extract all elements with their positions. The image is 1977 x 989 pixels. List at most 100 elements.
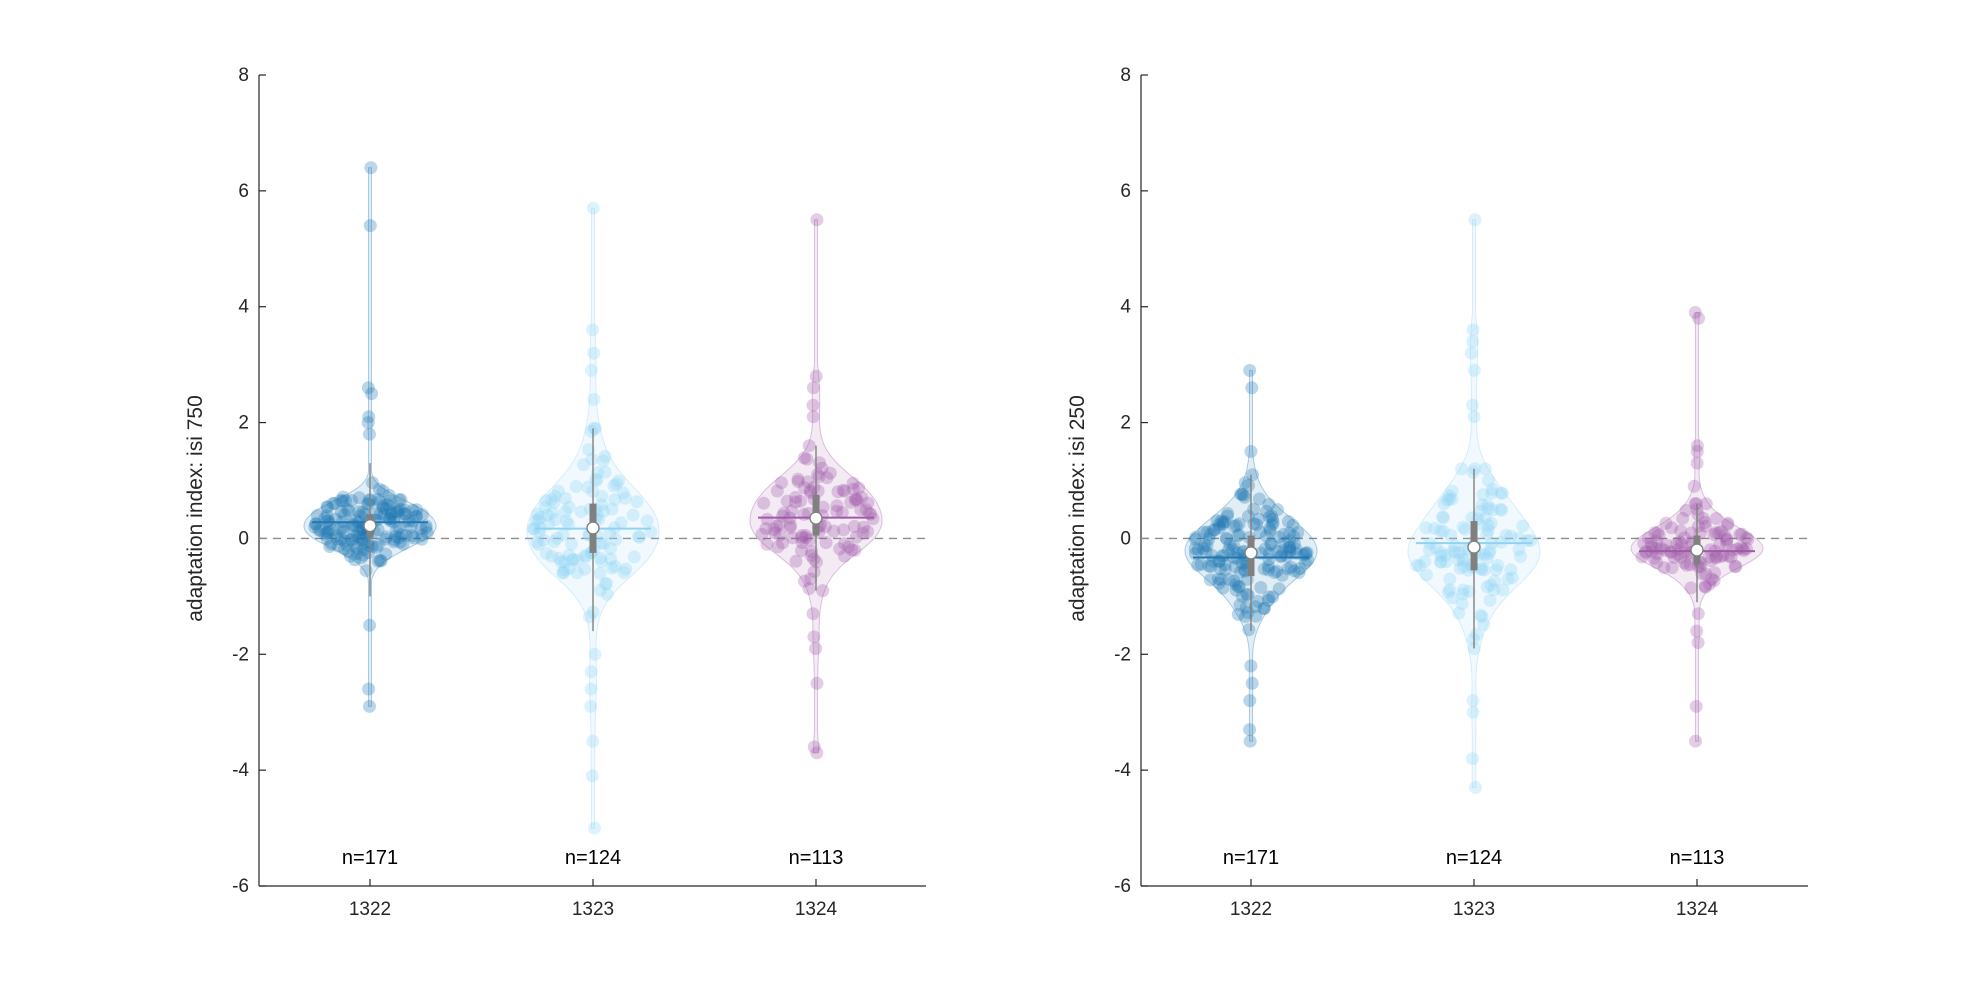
data-point: [1216, 515, 1230, 529]
data-point: [1650, 534, 1664, 548]
data-point: [392, 493, 406, 507]
data-point: [1191, 543, 1205, 557]
data-point: [1455, 597, 1469, 611]
y-tick-label: -6: [232, 876, 249, 897]
data-point: [537, 533, 551, 547]
data-point: [313, 524, 327, 538]
data-point: [1687, 479, 1701, 493]
data-point: [548, 489, 562, 503]
data-point: [1494, 502, 1507, 516]
data-point: [1204, 560, 1218, 573]
data-point: [1675, 537, 1689, 551]
data-point: [1275, 568, 1289, 582]
data-point: [1464, 346, 1478, 360]
data-point: [1504, 529, 1518, 543]
data-point: [806, 381, 820, 395]
data-point: [777, 506, 791, 520]
data-point: [1220, 509, 1234, 523]
data-point: [1202, 532, 1216, 546]
data-point: [1475, 498, 1489, 512]
data-point: [837, 549, 851, 563]
data-point: [1235, 487, 1249, 501]
data-point: [1274, 549, 1288, 563]
data-point: [1266, 512, 1279, 526]
data-point: [1670, 536, 1684, 550]
data-point: [1428, 522, 1441, 535]
data-point: [811, 467, 825, 481]
data-point: [1635, 550, 1649, 564]
data-point: [338, 534, 351, 548]
data-point: [640, 514, 654, 528]
data-point: [556, 566, 570, 580]
data-point: [1231, 546, 1245, 560]
data-point: [361, 539, 375, 553]
data-point: [848, 543, 862, 557]
data-point: [532, 537, 546, 551]
data-point: [1203, 528, 1217, 541]
data-point: [1690, 439, 1704, 453]
data-point: [1499, 528, 1513, 542]
data-point: [1648, 526, 1662, 540]
data-point: [365, 539, 379, 553]
data-point: [1672, 542, 1685, 556]
data-point: [1444, 528, 1458, 542]
data-point: [1436, 524, 1450, 538]
data-point: [320, 509, 334, 523]
data-point: [804, 549, 818, 562]
data-point: [861, 525, 874, 538]
data-point: [1443, 583, 1457, 597]
data-point: [1445, 484, 1459, 498]
data-point: [541, 508, 555, 522]
data-point: [308, 520, 322, 534]
data-point: [609, 533, 623, 547]
data-point: [538, 500, 552, 514]
data-point: [1691, 636, 1705, 650]
data-point: [1698, 519, 1712, 533]
data-point: [379, 530, 393, 544]
data-point: [356, 548, 370, 562]
data-point: [1467, 363, 1481, 377]
data-point: [845, 543, 859, 557]
data-point: [1245, 381, 1259, 395]
data-point: [1272, 530, 1286, 544]
x-tick-label: 1322: [1230, 899, 1272, 920]
data-point: [345, 494, 359, 507]
data-point: [1264, 538, 1278, 552]
data-point: [1692, 311, 1706, 325]
y-tick-label: 6: [1120, 181, 1131, 202]
data-point: [388, 530, 402, 543]
data-point: [558, 505, 572, 519]
data-point: [1218, 515, 1232, 529]
data-point: [392, 521, 406, 535]
data-point: [1283, 526, 1297, 540]
data-point: [1637, 537, 1651, 551]
data-point: [1721, 518, 1734, 532]
data-point: [1698, 579, 1712, 593]
data-point: [362, 546, 375, 559]
data-point: [767, 522, 781, 536]
data-point: [757, 496, 771, 510]
data-point: [532, 513, 545, 527]
data-point: [1210, 514, 1224, 528]
data-point: [806, 410, 820, 424]
data-point: [1439, 548, 1453, 562]
x-tick-label: 1324: [1676, 899, 1719, 920]
data-point: [1222, 572, 1236, 586]
data-point: [405, 529, 419, 543]
data-point: [584, 699, 598, 713]
data-point: [309, 517, 323, 531]
data-point: [1495, 503, 1509, 517]
median-marker: [363, 518, 377, 533]
data-point: [420, 526, 434, 540]
data-point: [809, 642, 823, 655]
data-point: [859, 503, 873, 517]
data-point: [1229, 583, 1243, 597]
y-tick-label: 8: [1120, 65, 1131, 86]
data-point: [337, 508, 351, 522]
data-point: [352, 491, 366, 505]
data-point: [866, 512, 880, 526]
data-point: [1678, 556, 1692, 570]
data-point: [1429, 541, 1443, 555]
x-tick-label: 1323: [572, 899, 614, 920]
